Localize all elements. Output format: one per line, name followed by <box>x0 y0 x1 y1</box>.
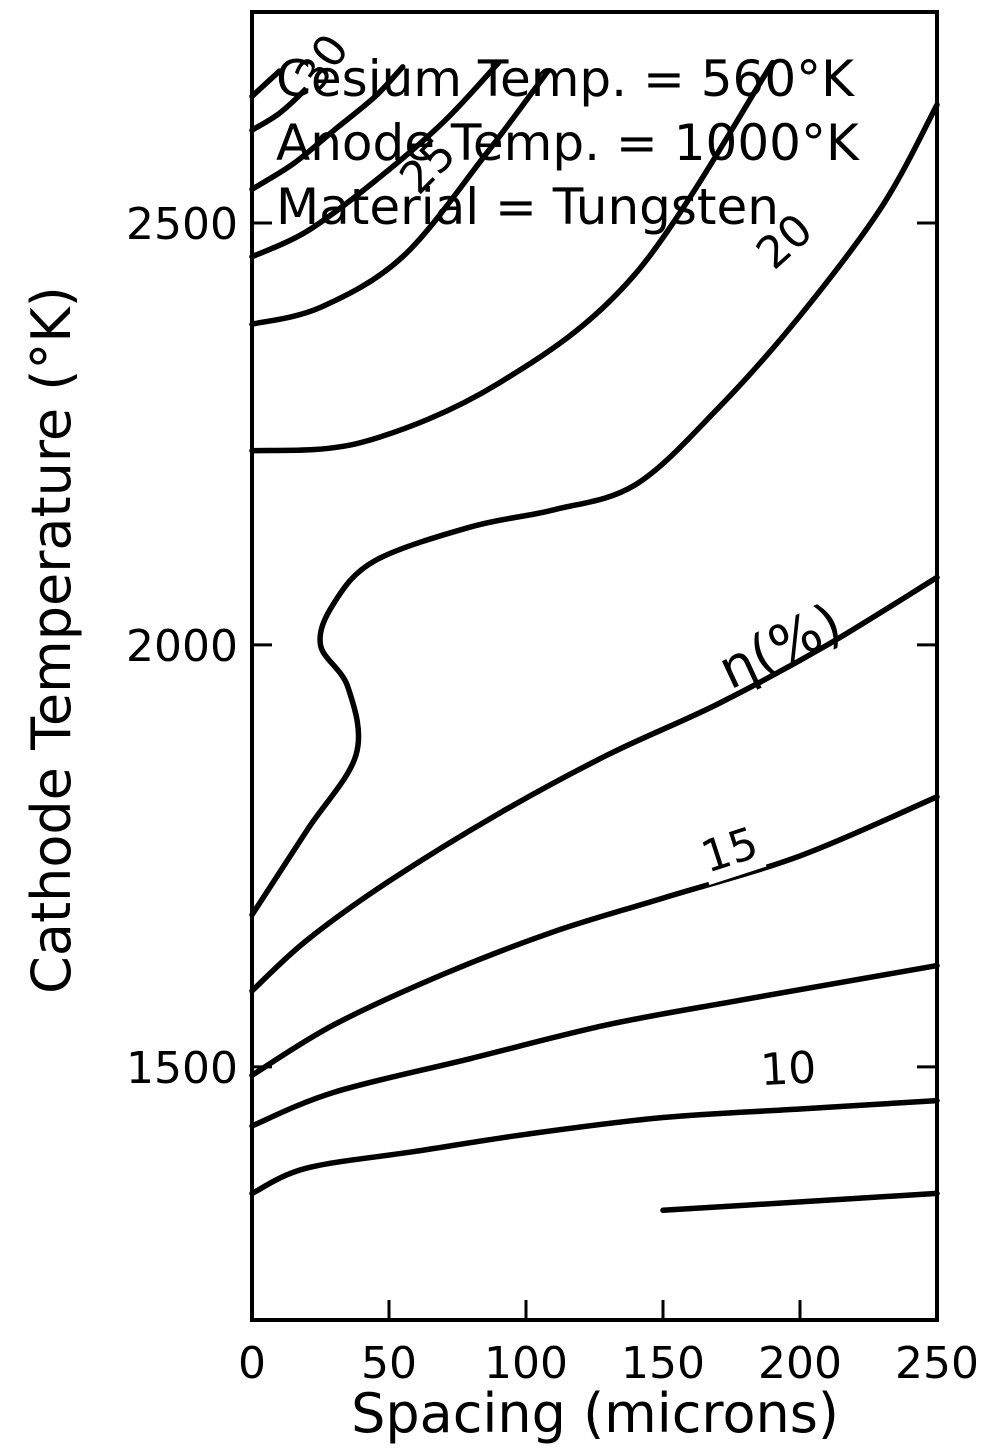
contour-line-9 <box>249 794 940 1079</box>
annotation-line-3: Material = Tungsten <box>276 178 779 236</box>
contour-label-10: 10 <box>757 1042 820 1098</box>
x-tick-label-50: 50 <box>361 1338 417 1389</box>
contour-label-bg-10 <box>757 1050 820 1098</box>
axis-ticks <box>252 221 937 1320</box>
contour-label-15: 15 <box>695 818 767 885</box>
contour-label-bg-30 <box>290 28 362 103</box>
x-tick-label-200: 200 <box>758 1338 842 1389</box>
contour-lines <box>249 59 940 1214</box>
x-tick-label-100: 100 <box>484 1338 568 1389</box>
contour-line-8 <box>249 574 940 994</box>
contour-line-7 <box>249 102 940 918</box>
x-tick-label-0: 0 <box>238 1338 266 1389</box>
x-tick-label-150: 150 <box>621 1338 705 1389</box>
contour-line-12 <box>660 1190 940 1214</box>
annotation-line-2: Anode Temp. = 1000°K <box>276 114 860 172</box>
y-tick-label-1500: 1500 <box>126 1043 238 1094</box>
contour-label-text-10: 10 <box>759 1042 818 1096</box>
tick-labels: 0 50 100 150 200 250 1500 2000 2500 <box>126 199 979 1389</box>
annotation-line-1: Cesium Temp. = 560°K <box>276 50 855 108</box>
y-tick-label-2000: 2000 <box>126 621 238 672</box>
annotation-block: Cesium Temp. = 560°K Anode Temp. = 1000°K… <box>276 50 860 236</box>
contour-line-10 <box>249 962 940 1129</box>
plot-frame <box>250 10 939 1322</box>
contour-line-6 <box>249 59 776 454</box>
contour-line-4 <box>249 59 502 260</box>
y-axis-label: Cathode Temperature (°K) <box>20 286 83 994</box>
contour-variable-label: η(%) <box>709 591 851 702</box>
y-tick-label-2500: 2500 <box>126 199 238 250</box>
contour-label-bg-20 <box>750 208 825 282</box>
contour-line-1 <box>249 68 283 100</box>
contour-label-bg-25 <box>394 132 469 207</box>
contour-line-5 <box>249 68 551 327</box>
contour-line-11 <box>249 1097 940 1197</box>
x-axis-label: Spacing (microns) <box>351 1382 839 1445</box>
contour-label-bg-15 <box>695 824 767 885</box>
x-tick-label-250: 250 <box>895 1338 979 1389</box>
contour-line-3 <box>249 64 406 192</box>
